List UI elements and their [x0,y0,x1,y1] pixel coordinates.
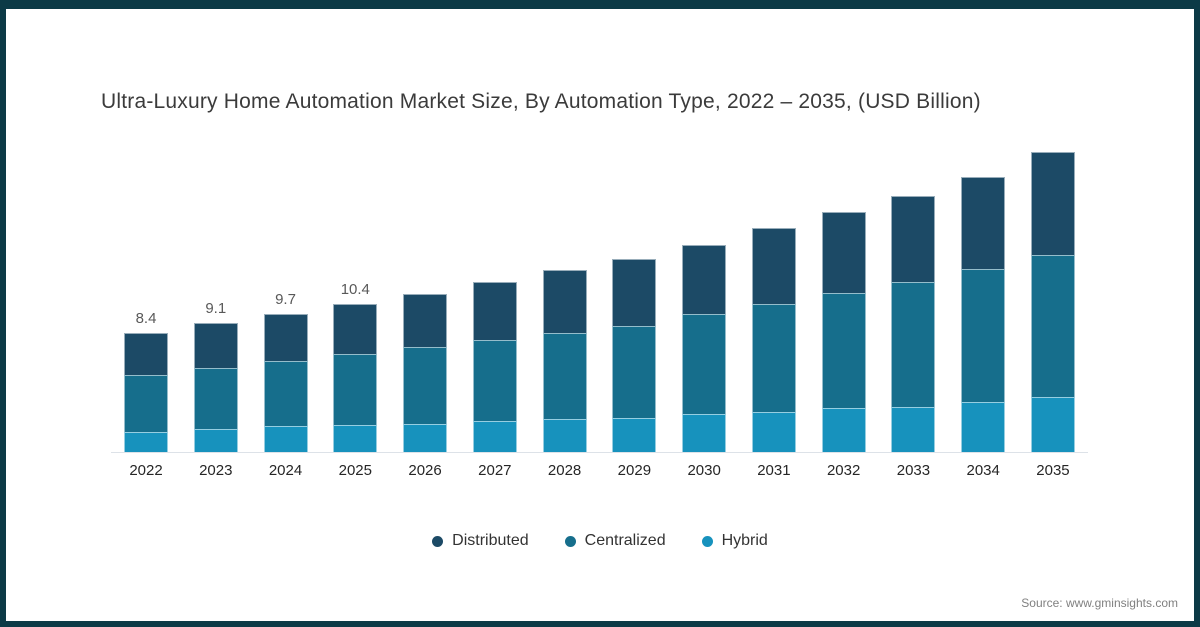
bar-group-2033 [891,196,936,452]
bar-segment-distributed-2027 [472,281,517,340]
legend-item-distributed: Distributed [432,532,529,550]
bar-segment-distributed-2031 [751,227,796,305]
bar-group-2030 [682,244,727,452]
bar-segment-hybrid-2030 [682,413,727,452]
bar-segment-distributed-2033 [891,196,936,282]
bar-group-2028 [542,270,587,452]
bar-segment-centralized-2027 [472,339,517,421]
chart-area: 8.4 9.1 9.7 10.4 2022 2023 2024 2025 2026 2027 20… [111,129,1088,479]
bar-segment-hybrid-2027 [472,420,517,452]
bar-segment-centralized-2030 [682,314,727,414]
x-axis-ticks: 2022 2023 2024 2025 2026 2027 2028 2029 2030 2031… [111,453,1088,479]
x-tick-2024: 2024 [268,462,303,479]
bar-group-2031 [751,227,796,452]
bar-segment-centralized-2024 [263,361,308,427]
bar-group-2024: 9.7 [263,291,308,452]
x-tick-2027: 2027 [478,462,512,479]
legend-item-hybrid: Hybrid [701,532,768,550]
x-tick-2023: 2023 [199,462,233,479]
bar-segment-centralized-2023 [193,368,238,430]
x-tick-2032: 2032 [826,462,861,479]
legend: Distributed Centralized Hybrid [6,532,1194,550]
legend-item-centralized: Centralized [564,532,666,550]
bar-group-2035 [1030,152,1075,452]
bar-segment-centralized-2034 [961,268,1006,403]
bar-segment-hybrid-2034 [961,402,1006,452]
bar-segment-centralized-2035 [1030,254,1075,397]
x-tick-2034: 2034 [966,462,1000,479]
legend-dot-icon [701,535,713,547]
x-tick-2030: 2030 [687,462,721,479]
chart-title: Ultra-Luxury Home Automation Market Size… [101,90,981,113]
x-tick-2035: 2035 [1036,462,1070,479]
legend-dot-icon [432,535,444,547]
bar-segment-centralized-2026 [403,346,448,424]
bar-segment-centralized-2022 [124,375,168,433]
bar-group-2029 [612,258,657,452]
bar-total-label-2023: 9.1 [205,299,227,317]
x-tick-2026: 2026 [408,462,442,479]
legend-label: Centralized [584,532,666,549]
x-tick-2029: 2029 [617,462,652,479]
bar-segment-centralized-2028 [542,332,587,420]
bar-segment-hybrid-2022 [124,432,168,452]
bar-total-label-2024: 9.7 [275,291,296,309]
bar-group-2032 [821,212,866,452]
x-tick-2022: 2022 [129,462,163,479]
bar-group-2026 [403,294,448,452]
bar-segment-distributed-2023 [193,322,238,369]
bar-group-2034 [961,176,1006,452]
bar-segment-centralized-2029 [612,325,657,418]
bar-segment-distributed-2028 [542,270,587,333]
bar-segment-hybrid-2023 [193,429,238,452]
legend-label: Distributed [452,532,529,549]
bar-segment-hybrid-2035 [1030,396,1075,452]
bar-total-label-2022: 8.4 [135,309,157,327]
x-tick-2031: 2031 [757,462,791,479]
bar-segment-distributed-2032 [821,212,866,293]
bar-group-2023: 9.1 [193,299,238,452]
bar-segment-hybrid-2031 [751,412,796,452]
bar-segment-hybrid-2025 [333,425,378,452]
bar-group-2025: 10.4 [333,281,378,452]
bar-segment-distributed-2034 [961,176,1006,269]
bar-segment-distributed-2029 [612,258,657,326]
bar-segment-hybrid-2028 [542,419,587,452]
bar-segment-distributed-2030 [682,244,727,315]
x-tick-2028: 2028 [547,462,582,479]
bar-group-2022: 8.4 [124,310,168,452]
bar-segment-distributed-2035 [1030,152,1075,255]
bar-segment-distributed-2026 [403,294,448,347]
bar-segment-centralized-2033 [891,281,936,407]
x-tick-2033: 2033 [896,462,931,479]
bar-segment-distributed-2024 [263,314,308,362]
bar-segment-distributed-2025 [333,304,378,354]
bar-segment-hybrid-2026 [403,423,448,452]
bar-segment-distributed-2022 [124,332,168,376]
bar-segment-centralized-2025 [333,354,378,425]
bar-segment-centralized-2032 [821,293,866,408]
source-credit: Source: www.gminsights.com [1021,596,1178,610]
x-tick-2025: 2025 [338,462,372,479]
bar-segment-hybrid-2033 [891,406,936,452]
bar-segment-hybrid-2029 [612,417,657,452]
bar-total-label-2025: 10.4 [340,281,370,299]
legend-dot-icon [564,535,576,547]
legend-label: Hybrid [721,532,768,549]
bars-row: 8.4 9.1 9.7 10.4 [111,129,1088,453]
bar-segment-centralized-2031 [751,304,796,413]
bar-group-2027 [472,281,517,452]
bar-segment-hybrid-2032 [821,408,866,452]
bar-segment-hybrid-2024 [263,426,308,452]
